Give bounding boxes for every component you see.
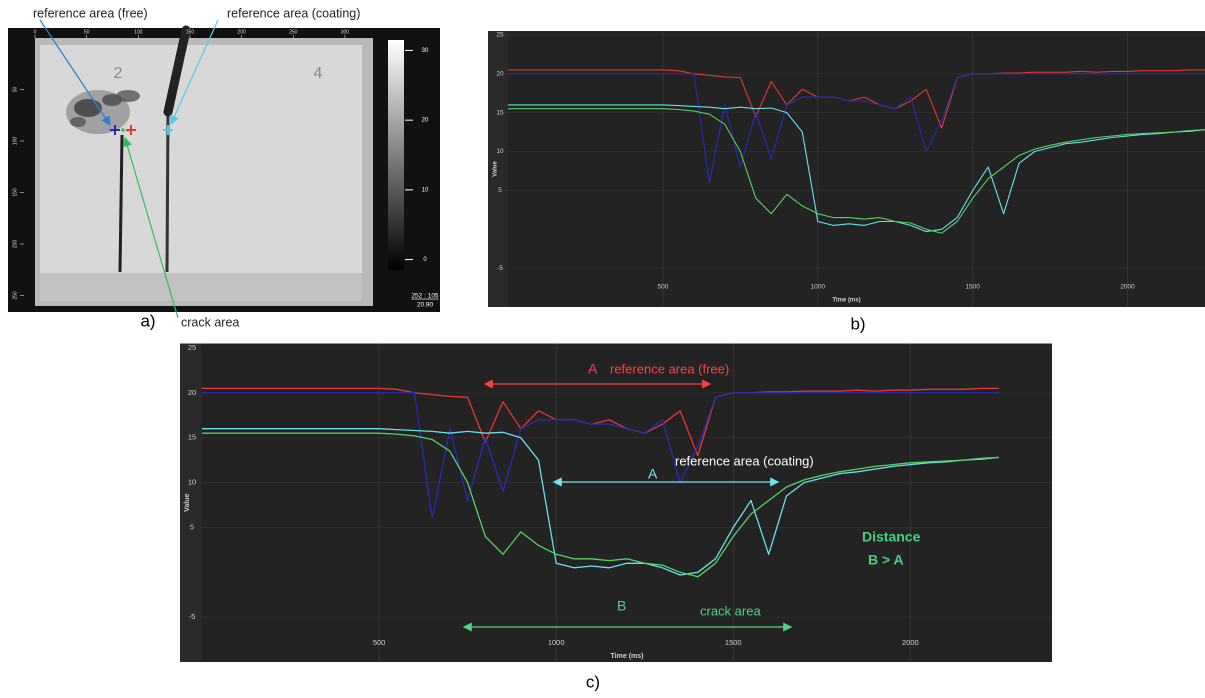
annotation: reference area (coating) (675, 453, 814, 468)
colorbar-tick-label: 30 (422, 48, 429, 54)
x-tick-label: 500 (657, 284, 668, 291)
x-axis-title: Time (ms) (611, 653, 644, 660)
spatter (74, 99, 102, 117)
annotation: Distance (862, 529, 921, 545)
panel-label: a) (140, 311, 155, 330)
colorbar-tick-label: 20 (422, 118, 429, 124)
y-tick-label: 20 (188, 388, 196, 397)
annotation: reference area (free) (610, 361, 729, 376)
image-tick-label: 0 (34, 29, 37, 35)
image-tick-label: 50 (84, 29, 90, 35)
x-tick-label: 1500 (965, 284, 980, 291)
image-tick-label: 150 (12, 188, 18, 197)
x-tick-label: 2000 (1120, 284, 1135, 291)
readout: 20.90 (417, 302, 434, 309)
image-tick-label: 100 (134, 29, 143, 35)
y-tick-label: -5 (189, 612, 196, 621)
panel-label: c) (586, 672, 600, 691)
annotation: A (588, 361, 598, 377)
image-tick-label: 250 (12, 291, 18, 300)
x-axis-title: Time (ms) (832, 298, 860, 304)
colorbar (388, 40, 404, 270)
annotation: reference area (coating) (227, 6, 360, 20)
image-tick-label: 300 (341, 29, 350, 35)
x-tick-label: 1500 (725, 638, 742, 647)
x-tick-label: 1000 (548, 638, 565, 647)
annotation: A (648, 466, 658, 482)
annotation: B > A (868, 552, 904, 568)
crack (120, 135, 122, 272)
spatter (116, 90, 140, 102)
x-tick-label: 1000 (811, 284, 826, 291)
y-tick-label: 5 (498, 187, 502, 194)
plate-mark: 4 (314, 65, 323, 82)
annotation: B (617, 598, 626, 614)
annotation: crack area (700, 603, 761, 618)
image-tick-label: 100 (12, 137, 18, 146)
y-tick-label: 25 (496, 32, 504, 39)
y-axis-title: Value (493, 161, 499, 177)
plate-mark: 2 (114, 65, 123, 82)
plot-area (202, 344, 1052, 663)
y-tick-label: 20 (496, 70, 504, 77)
page: -5510152025500100015002000Time (ms)Value… (0, 0, 1205, 693)
image-tick-label: 200 (12, 240, 18, 249)
y-tick-label: 10 (188, 478, 196, 487)
y-tick-label: 25 (188, 343, 196, 352)
y-axis-title: Value (184, 494, 191, 512)
readout: 252 : 105 (411, 293, 438, 300)
annotation: crack area (181, 315, 239, 329)
image-tick-label: 200 (237, 29, 246, 35)
thermal-image (8, 20, 440, 318)
y-tick-label: 15 (496, 109, 504, 116)
colorbar-tick-label: 10 (422, 187, 429, 193)
y-tick-label: 15 (188, 433, 196, 442)
image-tick-label: 250 (289, 29, 298, 35)
annotation: reference area (free) (33, 6, 148, 20)
x-tick-label: 500 (373, 638, 386, 647)
y-tick-label: -5 (497, 265, 503, 272)
spatter (70, 117, 86, 127)
y-tick-label: 5 (190, 522, 194, 531)
y-tick-label: 10 (496, 148, 504, 155)
panel-label: b) (850, 314, 865, 333)
plate-bottom (40, 273, 362, 301)
x-tick-label: 2000 (902, 638, 919, 647)
figure: -5510152025500100015002000Time (ms)Value… (0, 0, 1205, 693)
image-tick-label: 150 (186, 29, 195, 35)
image-tick-label: 50 (12, 87, 18, 93)
marker-crack (121, 128, 125, 132)
